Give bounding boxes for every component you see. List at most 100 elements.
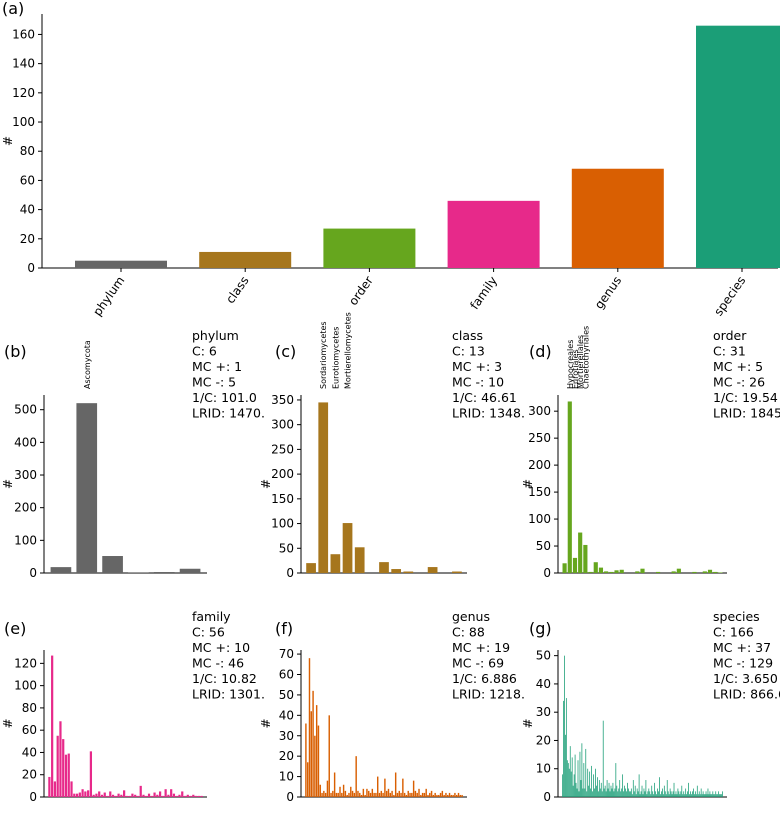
bar <box>713 794 715 797</box>
x-tick-label: order <box>346 274 376 308</box>
bar <box>721 794 722 797</box>
bar <box>62 739 65 797</box>
annotation-line: species <box>713 609 760 624</box>
annotation-line: MC -: 5 <box>192 375 236 390</box>
bar <box>594 788 595 797</box>
bar <box>642 794 644 797</box>
bar <box>445 792 447 797</box>
bar <box>624 785 625 797</box>
bar <box>443 794 445 797</box>
bar <box>452 794 454 797</box>
bar <box>323 228 416 268</box>
y-tick-label: 100 <box>14 679 37 693</box>
y-tick-label: 300 <box>271 418 294 432</box>
y-tick-label: 40 <box>279 708 294 722</box>
y-tick-label: 40 <box>20 203 35 217</box>
bar <box>651 785 653 797</box>
y-axis-label: # <box>1 479 15 489</box>
bar <box>568 768 570 797</box>
bar <box>403 792 406 797</box>
bar <box>314 735 316 797</box>
bar <box>111 794 115 797</box>
bar <box>564 655 565 797</box>
bar <box>400 792 402 797</box>
bar <box>389 792 392 797</box>
bar <box>703 794 705 797</box>
y-tick-label: 80 <box>20 144 35 158</box>
bar <box>629 791 630 797</box>
y-tick-label: 30 <box>279 729 294 743</box>
panel-label: (b) <box>4 342 27 361</box>
annotation-line: LRID: 1470. <box>192 406 265 421</box>
bar <box>610 785 612 797</box>
bar <box>414 790 417 797</box>
bar <box>125 795 128 797</box>
bar <box>646 794 648 797</box>
bar <box>623 791 624 797</box>
bar <box>452 571 462 573</box>
bar <box>591 765 592 797</box>
bar <box>722 791 723 797</box>
y-tick-label: 50 <box>536 539 551 553</box>
bar <box>56 735 59 797</box>
y-tick-label: 150 <box>528 485 551 499</box>
annotation-line: MC +: 3 <box>452 359 502 374</box>
bar <box>635 571 640 573</box>
annotation-line: class <box>452 328 483 343</box>
y-tick-label: 10 <box>279 770 294 784</box>
bar <box>73 793 76 797</box>
bar <box>354 547 365 573</box>
bar <box>606 780 608 797</box>
bar <box>700 788 702 797</box>
bar <box>656 794 657 797</box>
y-tick-label: 40 <box>22 745 37 759</box>
bar <box>438 794 440 797</box>
bar <box>582 788 584 797</box>
bar <box>353 792 356 797</box>
bar <box>614 788 616 797</box>
bar <box>605 791 607 797</box>
y-tick-label: 200 <box>271 467 294 481</box>
bar <box>572 557 578 573</box>
bar <box>590 788 591 797</box>
bar-category-label: Ascomycota <box>83 340 92 389</box>
bar <box>427 567 438 573</box>
bar <box>650 794 652 797</box>
bar <box>164 789 167 797</box>
x-tick-label: family <box>467 274 500 312</box>
bar <box>432 794 435 797</box>
bar <box>64 754 68 797</box>
bar <box>655 791 656 797</box>
bar-category-label: Mortierellomycetes <box>344 312 353 389</box>
bar <box>574 754 576 797</box>
bar <box>186 794 189 797</box>
bar <box>627 782 628 797</box>
y-tick-label: 40 <box>536 677 551 691</box>
bar <box>681 785 683 797</box>
bar <box>393 794 395 797</box>
bar <box>661 791 662 797</box>
bar <box>84 791 87 797</box>
y-tick-label: 0 <box>29 790 37 804</box>
y-tick-label: 50 <box>279 688 294 702</box>
bar <box>694 794 695 797</box>
bar <box>573 774 575 797</box>
bar <box>416 792 418 797</box>
bar <box>597 777 598 797</box>
bar-category-label: Sordariomycetes <box>319 321 328 389</box>
bar <box>617 791 619 797</box>
bar <box>128 795 131 797</box>
bar <box>346 794 348 797</box>
bar <box>611 788 613 797</box>
bar <box>373 792 375 797</box>
bar <box>421 792 424 797</box>
bar <box>315 705 318 797</box>
x-tick-label: species <box>711 274 748 319</box>
annotation-line: phylum <box>192 328 239 343</box>
bar <box>682 794 684 797</box>
annotation-line: 1/C: 46.61 <box>452 390 517 405</box>
bar <box>403 571 414 573</box>
bar <box>603 788 605 797</box>
annotation-line: MC -: 46 <box>192 656 244 671</box>
annotation-line: order <box>713 328 747 343</box>
